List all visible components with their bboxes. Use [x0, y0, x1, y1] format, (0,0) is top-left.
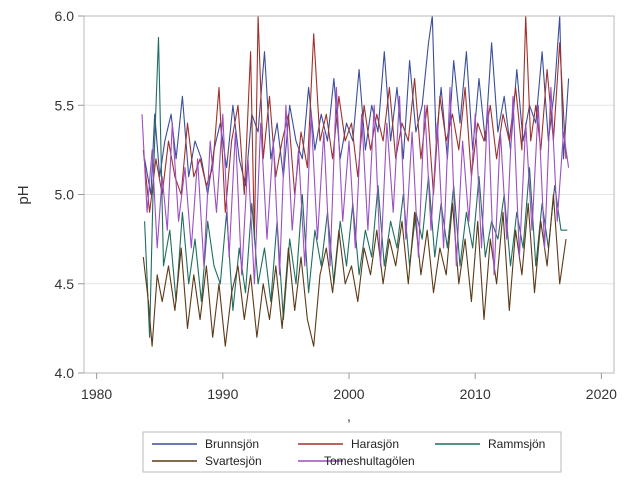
x-axis: 1980 1990 2000 2010 2020	[81, 373, 617, 402]
legend-label: Rammsjön	[488, 437, 545, 451]
legend-label: Brunnsjön	[205, 437, 259, 451]
legend-label: Svartesjön	[205, 454, 262, 468]
y-axis-label: pH	[15, 185, 32, 204]
y-tick-label: 6.0	[55, 8, 75, 24]
legend-box	[142, 431, 562, 473]
x-tick-label: 1980	[81, 386, 112, 402]
y-tick-label: 4.5	[55, 276, 75, 292]
legend: Brunnsjön Harasjön Rammsjön Svartesjön Tomes…	[142, 431, 562, 473]
x-tick-label: 2020	[586, 386, 617, 402]
x-tick-label: 2000	[333, 386, 364, 402]
y-tick-label: 5.5	[55, 97, 75, 113]
y-tick-label: 5.0	[55, 187, 75, 203]
legend-label: Harasjön	[351, 437, 399, 451]
y-tick-label: 4.0	[55, 365, 75, 381]
x-tick-label: 2010	[460, 386, 491, 402]
legend-label: Tomeshultagölen	[324, 454, 415, 468]
x-tick-label: 1990	[207, 386, 238, 402]
y-axis: 4.0 4.5 5.0 5.5 6.0	[55, 8, 84, 381]
x-axis-caption: ,	[347, 408, 351, 424]
series-line	[141, 86, 570, 285]
series-lines	[141, 15, 570, 347]
